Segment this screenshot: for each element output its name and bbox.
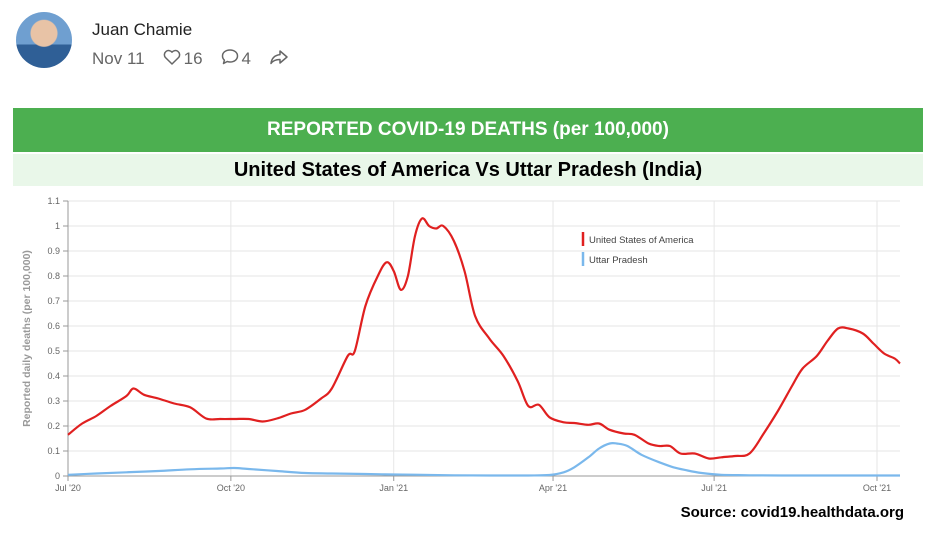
chart-banner-title: REPORTED COVID-19 DEATHS (per 100,000) <box>13 108 923 152</box>
legend-label: Uttar Pradesh <box>589 255 648 266</box>
y-tick-label: 1 <box>55 221 60 231</box>
x-tick-label: Jan '21 <box>379 483 408 493</box>
comment-count: 4 <box>241 49 251 68</box>
comment-button[interactable]: 4 <box>221 48 251 70</box>
y-tick-label: 0.5 <box>47 346 60 356</box>
legend-label: United States of America <box>589 235 694 246</box>
share-button[interactable] <box>269 49 292 70</box>
x-tick-label: Jul '20 <box>55 483 81 493</box>
y-tick-label: 1.1 <box>47 196 60 206</box>
x-tick-label: Oct '21 <box>863 483 891 493</box>
avatar[interactable] <box>16 12 72 68</box>
like-count: 16 <box>183 49 203 68</box>
x-tick-label: Oct '20 <box>217 483 245 493</box>
y-tick-label: 0.4 <box>47 371 60 381</box>
series-line-uttar-pradesh <box>67 441 900 477</box>
y-tick-label: 0.6 <box>47 321 60 331</box>
heart-icon <box>163 49 181 70</box>
post-date[interactable]: Nov 11 <box>92 49 145 68</box>
y-tick-label: 0.3 <box>47 396 60 406</box>
covid-deaths-chart: 0 0.1 0.2 0.3 0.4 0.5 0.6 0.7 0.8 0.9 1 1.1 Jul '20 O… <box>21 196 901 493</box>
y-tick-label: 0.2 <box>47 421 60 431</box>
y-tick-label: 0.7 <box>47 296 60 306</box>
comment-icon <box>221 48 239 70</box>
y-tick-label: 0.1 <box>47 446 60 456</box>
chart-subtitle: United States of America Vs Uttar Prades… <box>13 154 923 186</box>
y-axis-label: Reported daily deaths (per 100,000) <box>21 250 33 427</box>
share-icon <box>269 49 289 70</box>
like-button[interactable]: 16 <box>163 49 203 70</box>
y-tick-label: 0.9 <box>47 246 60 256</box>
y-tick-label: 0 <box>55 471 60 481</box>
author-name[interactable]: Juan Chamie <box>92 20 193 39</box>
source-text: Source: covid19.healthdata.org <box>680 504 904 521</box>
series-line-united-states-of-america <box>67 217 901 460</box>
post-meta: Nov 11 16 4 <box>92 48 310 70</box>
x-tick-label: Apr '21 <box>539 483 567 493</box>
x-tick-label: Jul '21 <box>701 483 727 493</box>
post-header: Juan Chamie Nov 11 16 4 <box>0 0 935 90</box>
y-tick-label: 0.8 <box>47 271 60 281</box>
